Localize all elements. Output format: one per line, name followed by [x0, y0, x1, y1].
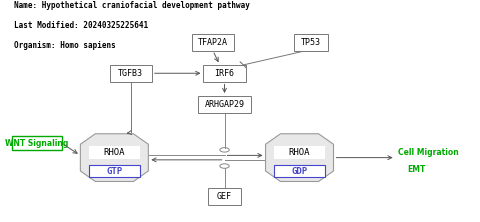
- FancyBboxPatch shape: [198, 96, 251, 113]
- Text: GDP: GDP: [291, 166, 308, 176]
- FancyBboxPatch shape: [208, 188, 241, 205]
- FancyBboxPatch shape: [89, 146, 140, 159]
- FancyBboxPatch shape: [89, 165, 140, 177]
- Text: Organism: Homo sapiens: Organism: Homo sapiens: [13, 41, 115, 50]
- FancyBboxPatch shape: [294, 34, 328, 51]
- FancyBboxPatch shape: [12, 136, 61, 151]
- Polygon shape: [265, 134, 334, 182]
- Text: IRF6: IRF6: [215, 69, 235, 78]
- FancyBboxPatch shape: [192, 34, 234, 51]
- Text: TP53: TP53: [301, 38, 321, 47]
- Text: GEF: GEF: [217, 192, 232, 201]
- Text: TGFB3: TGFB3: [118, 69, 143, 78]
- FancyBboxPatch shape: [274, 165, 325, 177]
- Text: Last Modified: 20240325225641: Last Modified: 20240325225641: [13, 21, 148, 30]
- Text: WNT Signaling: WNT Signaling: [5, 139, 69, 148]
- Text: RHOA: RHOA: [289, 148, 310, 157]
- Text: ARHGAP29: ARHGAP29: [204, 100, 244, 109]
- Text: EMT: EMT: [408, 165, 426, 174]
- FancyBboxPatch shape: [109, 65, 152, 82]
- Text: GTP: GTP: [106, 166, 122, 176]
- Text: Cell Migration: Cell Migration: [398, 148, 459, 157]
- FancyBboxPatch shape: [204, 65, 246, 82]
- Text: RHOA: RHOA: [104, 148, 125, 157]
- Polygon shape: [80, 134, 148, 182]
- Text: TFAP2A: TFAP2A: [198, 38, 228, 47]
- Text: Name: Hypothetical craniofacial development pathway: Name: Hypothetical craniofacial developm…: [13, 1, 250, 10]
- FancyBboxPatch shape: [274, 146, 325, 159]
